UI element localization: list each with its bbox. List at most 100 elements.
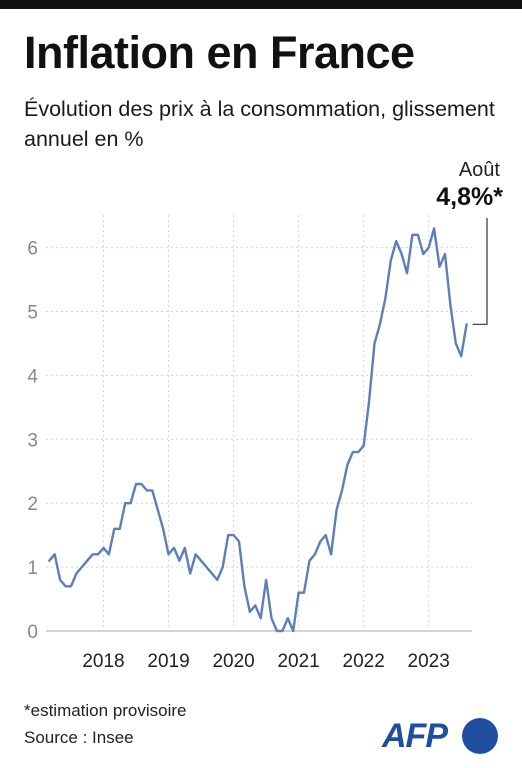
data-point <box>368 400 370 402</box>
data-point <box>357 451 359 453</box>
data-point <box>449 304 451 306</box>
data-point <box>178 560 180 562</box>
data-point <box>292 630 294 632</box>
data-point <box>400 253 402 255</box>
annotation-leader-line <box>472 218 488 325</box>
data-point <box>81 566 83 568</box>
data-point <box>216 579 218 581</box>
data-point <box>129 502 131 504</box>
data-point <box>222 566 224 568</box>
data-point <box>422 253 424 255</box>
y-tick-label: 3 <box>27 430 38 451</box>
data-point <box>325 534 327 536</box>
source-credit: Source : Insee <box>24 728 134 747</box>
x-tick-label: 2019 <box>147 651 189 672</box>
data-point <box>379 323 381 325</box>
annotation-month-label: Août <box>459 159 501 181</box>
data-point <box>281 630 283 632</box>
data-point <box>254 604 256 606</box>
data-point <box>455 342 457 344</box>
data-point <box>173 547 175 549</box>
data-point <box>194 553 196 555</box>
data-point <box>92 553 94 555</box>
x-tick-label: 2020 <box>212 651 254 672</box>
data-point <box>238 540 240 542</box>
data-point <box>276 630 278 632</box>
afp-logo-text: AFP <box>382 717 448 755</box>
x-tick-label: 2018 <box>82 651 124 672</box>
data-point <box>86 560 88 562</box>
data-point <box>146 489 148 491</box>
data-point <box>319 540 321 542</box>
chart-subtitle: Évolution des prix à la consommation, gl… <box>24 97 495 151</box>
data-point <box>341 489 343 491</box>
data-point <box>395 240 397 242</box>
data-point <box>162 528 164 530</box>
grid-layer <box>46 215 472 632</box>
data-point <box>314 553 316 555</box>
y-tick-label: 6 <box>27 239 38 260</box>
data-point <box>265 579 267 581</box>
axis-layer: 0 1 2 3 4 5 6 2018 2019 2020 2021 2022 2023 <box>27 239 449 672</box>
data-point <box>211 572 213 574</box>
data-point <box>184 547 186 549</box>
data-point <box>157 508 159 510</box>
data-point <box>232 534 234 536</box>
data-point <box>390 259 392 261</box>
data-point <box>64 585 66 587</box>
data-point <box>428 246 430 248</box>
data-point <box>70 585 72 587</box>
data-point <box>384 298 386 300</box>
y-tick-label: 1 <box>27 558 38 579</box>
y-tick-label: 2 <box>27 494 38 515</box>
data-point <box>135 483 137 485</box>
data-point <box>119 528 121 530</box>
data-point <box>102 547 104 549</box>
afp-logo: AFP <box>382 716 500 756</box>
top-bar <box>0 0 522 9</box>
x-tick-label: 2022 <box>343 651 385 672</box>
data-point <box>151 489 153 491</box>
series-layer <box>48 227 468 633</box>
data-point <box>335 508 337 510</box>
data-point <box>352 451 354 453</box>
data-point <box>249 611 251 613</box>
inflation-series-line <box>48 227 468 633</box>
afp-logo-dot <box>462 718 498 754</box>
x-tick-label: 2023 <box>408 651 450 672</box>
page-title: Inflation en France <box>24 27 415 78</box>
data-point <box>297 592 299 594</box>
annotation-layer: Août 4,8%* <box>436 159 503 325</box>
footnote: *estimation provisoire <box>24 701 187 720</box>
data-point <box>465 323 467 325</box>
data-point <box>406 272 408 274</box>
y-tick-label: 0 <box>27 622 38 643</box>
y-tick-label: 5 <box>27 303 38 324</box>
y-tick-label: 4 <box>27 366 38 387</box>
data-point <box>438 266 440 268</box>
data-point <box>433 227 435 229</box>
data-point <box>460 355 462 357</box>
data-point <box>270 617 272 619</box>
data-point <box>417 234 419 236</box>
data-point <box>330 553 332 555</box>
data-point <box>108 553 110 555</box>
data-point <box>200 560 202 562</box>
data-point <box>167 553 169 555</box>
x-tick-label: 2021 <box>277 651 319 672</box>
data-point <box>243 585 245 587</box>
data-point <box>363 445 365 447</box>
data-point <box>97 553 99 555</box>
data-point <box>260 617 262 619</box>
data-point <box>140 483 142 485</box>
annotation-value-label: 4,8%* <box>436 183 503 211</box>
data-point <box>308 560 310 562</box>
data-point <box>346 464 348 466</box>
data-point <box>303 592 305 594</box>
data-point <box>124 502 126 504</box>
data-point <box>205 566 207 568</box>
data-point <box>54 553 56 555</box>
data-point <box>189 572 191 574</box>
data-point <box>227 534 229 536</box>
